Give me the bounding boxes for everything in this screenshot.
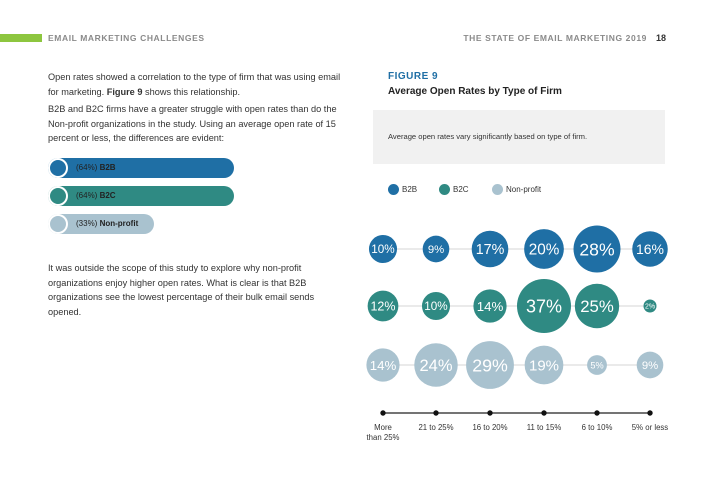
figure-title: Average Open Rates by Type of Firm — [388, 86, 562, 97]
paragraph-conclusion: It was outside the scope of this study t… — [48, 263, 315, 317]
bubble-non-profit — [366, 348, 400, 382]
paragraph-intro: Open rates showed a correlation to the t… — [48, 72, 341, 97]
x-tick-label: 5% or less — [631, 423, 669, 432]
data-label: 25% — [580, 297, 614, 316]
bubble-non-profit — [587, 355, 607, 375]
x-tick-label: 21 to 25% — [418, 423, 454, 432]
figure-note-box: Average open rates vary significantly ba… — [373, 110, 665, 164]
bar-label: (64%) B2B — [76, 163, 116, 172]
data-label: 5% — [590, 360, 603, 370]
x-axis-tick — [647, 410, 653, 416]
data-label: 12% — [370, 300, 395, 314]
legend-swatch — [439, 184, 450, 195]
data-label: 9% — [642, 360, 658, 372]
data-label: 20% — [529, 242, 560, 259]
bubble-b2c — [421, 291, 451, 321]
data-label: 16% — [636, 241, 664, 257]
data-label: 37% — [526, 296, 562, 316]
bubble-b2c — [574, 283, 620, 329]
data-label: 2% — [645, 304, 655, 311]
bar-knob — [48, 214, 68, 234]
bubble-non-profit — [524, 345, 564, 385]
bubble-non-profit — [466, 341, 514, 389]
bar-label: (33%) Non-profit — [76, 219, 139, 228]
x-tick-label: 16 to 20% — [472, 423, 508, 432]
legend-label: B2B — [402, 185, 418, 194]
bubble-b2b — [632, 231, 668, 267]
data-label: 10% — [424, 300, 447, 313]
bubble-b2b — [422, 235, 450, 263]
data-label: 28% — [579, 239, 615, 259]
data-label: 14% — [477, 299, 504, 314]
legend-label: B2C — [453, 185, 469, 194]
x-axis-tick — [433, 410, 439, 416]
figure-number: FIGURE 9 — [388, 71, 439, 82]
x-axis-tick — [541, 410, 547, 416]
bar-knob — [48, 186, 68, 206]
bubble-non-profit — [636, 351, 664, 379]
paragraph-comparison: B2B and B2C firms have a greater struggl… — [48, 104, 337, 143]
bar-knob — [48, 158, 68, 178]
bar-nonprofit: (33%) Non-profit — [48, 214, 154, 234]
page-number: 18 — [655, 33, 666, 43]
bubble-b2c — [643, 299, 657, 313]
header-accent-bar — [0, 34, 42, 42]
data-label: 14% — [370, 358, 397, 373]
data-label: 24% — [419, 357, 452, 375]
legend-swatch — [388, 184, 399, 195]
data-label: 9% — [428, 244, 444, 256]
data-label: 19% — [529, 357, 559, 374]
data-label: 10% — [371, 243, 394, 256]
x-axis-tick — [594, 410, 600, 416]
x-axis-tick — [380, 410, 386, 416]
figure-note: Average open rates vary significantly ba… — [388, 132, 588, 141]
legend-swatch — [492, 184, 503, 195]
data-label: 29% — [472, 355, 508, 375]
section-title: EMAIL MARKETING CHALLENGES — [48, 33, 205, 43]
legend-label: Non-profit — [506, 185, 542, 194]
bar-b2b: (64%) B2B — [48, 158, 234, 178]
bubble-b2c — [473, 289, 507, 323]
bubble-b2c — [517, 279, 571, 333]
bubble-b2b — [471, 230, 509, 268]
data-label: 17% — [476, 242, 505, 258]
x-tick-label: More than 25% — [366, 423, 400, 442]
bubble-b2b — [368, 234, 398, 264]
bubble-non-profit — [414, 343, 458, 387]
bubble-b2b — [524, 229, 564, 269]
x-axis-tick — [487, 410, 493, 416]
bubble-b2b — [573, 225, 621, 273]
bubble-b2c — [367, 290, 399, 322]
bar-label: (64%) B2C — [76, 191, 116, 200]
bar-b2c: (64%) B2C — [48, 186, 234, 206]
x-tick-label: 6 to 10% — [581, 423, 613, 432]
x-tick-label: 11 to 15% — [526, 423, 562, 432]
report-title: THE STATE OF EMAIL MARKETING 2019 — [463, 33, 647, 43]
